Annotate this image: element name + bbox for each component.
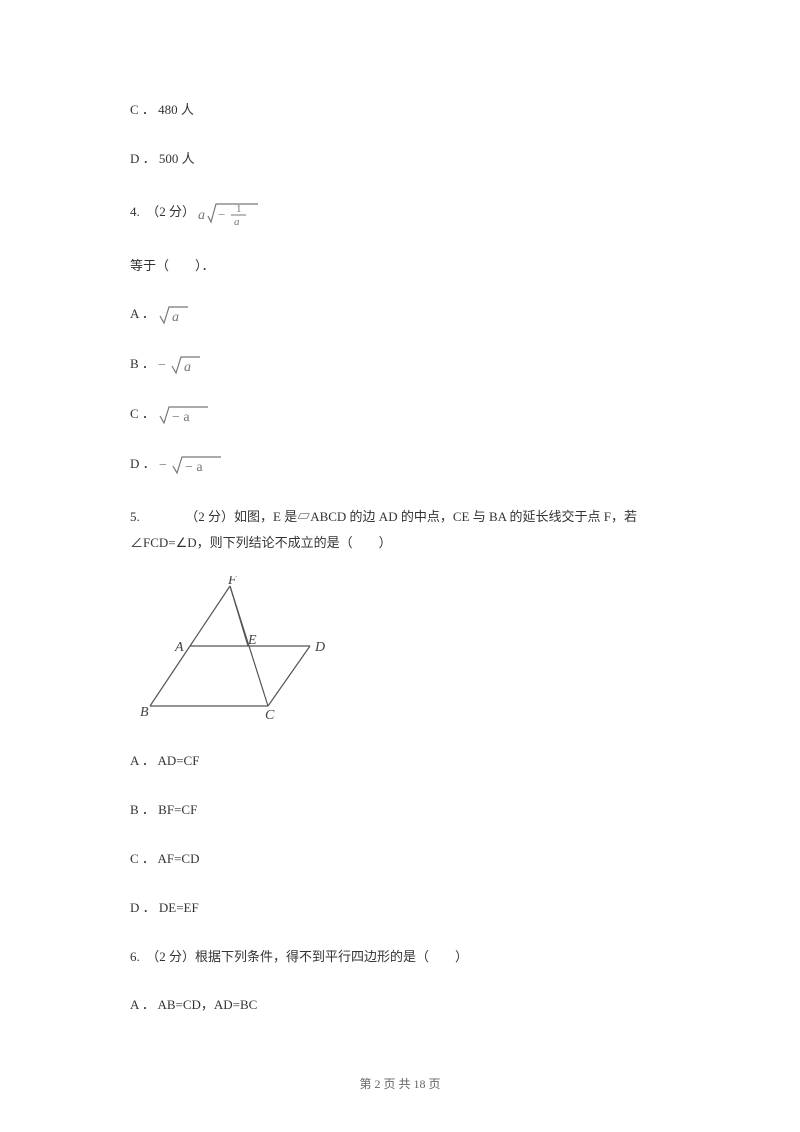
q4-expr-c: − a <box>158 404 212 426</box>
page-footer: 第 2 页 共 18 页 <box>0 1075 800 1092</box>
svg-text:a: a <box>184 360 191 375</box>
svg-text:−: − <box>159 458 167 473</box>
q4-stem-prefix: 4. （2 分） <box>130 204 195 219</box>
svg-text:−: − <box>218 207 225 222</box>
q4-stem-line1: 4. （2 分） a − 1 a <box>130 198 700 228</box>
q4-option-b: B ． − a <box>130 354 700 376</box>
q4-opt-c-prefix: C ． <box>130 406 155 421</box>
svg-text:D: D <box>314 640 325 655</box>
q4-main-expr: a − 1 a <box>198 198 260 228</box>
q5-option-d: D ． DE=EF <box>130 898 700 919</box>
q4-expr-a: a <box>158 304 194 326</box>
q4-option-a: A ． a <box>130 304 700 326</box>
q4-stem-line2: 等于（ ）． <box>130 256 700 277</box>
svg-text:1: 1 <box>236 203 242 215</box>
q4-expr-d: − − a <box>159 454 225 476</box>
q6-option-a: A ． AB=CD，AD=BC <box>130 995 700 1016</box>
q4-expr-b: − a <box>158 354 208 376</box>
q4-opt-a-prefix: A ． <box>130 306 155 321</box>
svg-text:F: F <box>227 576 237 588</box>
q5-option-b: B ． BF=CF <box>130 800 700 821</box>
q3-option-d: D ． 500 人 <box>130 149 700 170</box>
q3-option-c: C ． 480 人 <box>130 100 700 121</box>
q4-opt-d-prefix: D ． <box>130 456 156 471</box>
svg-text:a: a <box>198 208 205 223</box>
q4-option-c: C ． − a <box>130 404 700 426</box>
q5-option-c: C ． AF=CD <box>130 849 700 870</box>
q5-stem: 5. （2 分）如图，E 是▱ABCD 的边 AD 的中点，CE 与 BA 的延… <box>130 504 700 556</box>
svg-text:A: A <box>174 640 184 655</box>
svg-text:C: C <box>265 708 275 723</box>
svg-text:−: − <box>158 358 166 373</box>
q5-diagram: F A E D B C <box>135 576 700 726</box>
q4-opt-b-prefix: B ． <box>130 356 155 371</box>
svg-text:a: a <box>234 216 240 228</box>
page-content: C ． 480 人 D ． 500 人 4. （2 分） a − 1 a 等于（… <box>0 0 800 1016</box>
svg-text:B: B <box>140 705 149 720</box>
svg-text:− a: − a <box>185 460 203 475</box>
svg-text:E: E <box>247 633 257 648</box>
q4-option-d: D ． − − a <box>130 454 700 476</box>
q6-stem: 6. （2 分）根据下列条件，得不到平行四边形的是（ ） <box>130 947 700 968</box>
q5-option-a: A ． AD=CF <box>130 751 700 772</box>
svg-text:− a: − a <box>172 410 190 425</box>
svg-text:a: a <box>172 310 179 325</box>
